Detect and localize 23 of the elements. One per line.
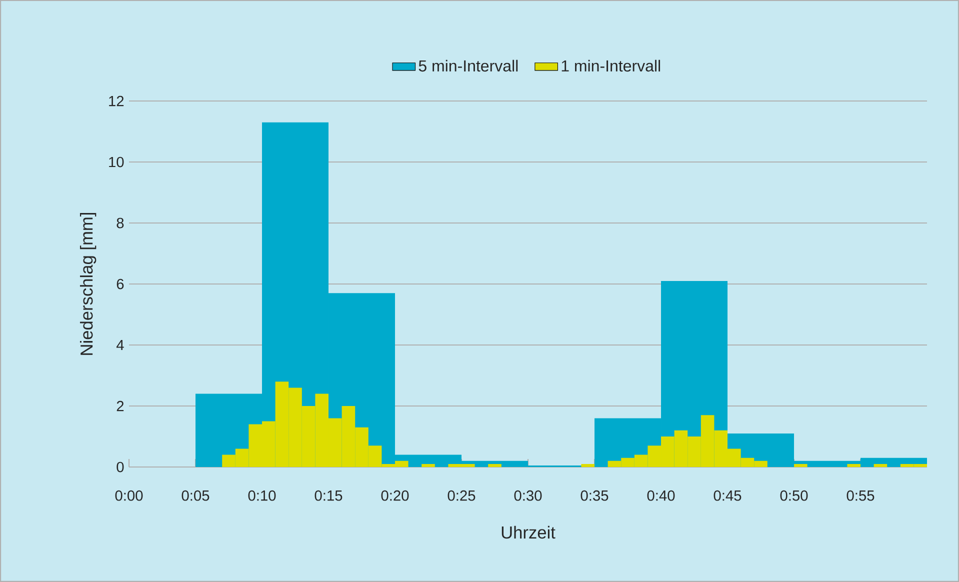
y-tick-label: 0 (116, 462, 124, 472)
x-tick-label: 0:45 (714, 490, 742, 501)
x-tick-label: 0:35 (580, 490, 608, 501)
x-tick-label: 0:20 (381, 490, 409, 501)
y-tick-label: 4 (116, 340, 124, 350)
y-tick-label: 2 (116, 400, 124, 412)
x-tick-label: 0:40 (647, 490, 675, 501)
legend-label: 1 min-Intervall (562, 60, 660, 72)
x-tick-label: 0:30 (514, 490, 542, 501)
y-axis-title: Niederschlag [mm] (80, 213, 96, 355)
x-axis-title: Uhrzeit (502, 526, 556, 539)
y-tick-label: 10 (109, 156, 124, 168)
x-tick-label: 0:25 (448, 490, 476, 501)
y-tick-label: 6 (116, 278, 124, 290)
y-tick-label: 12 (109, 96, 124, 106)
x-tick-label: 0:05 (182, 490, 210, 501)
x-tick-label: 0:15 (314, 490, 342, 501)
y-tick-label: 8 (116, 218, 124, 228)
x-tick-label: 0:00 (115, 490, 143, 501)
x-tick-label: 0:55 (846, 490, 874, 501)
legend-label: 5 min-Intervall (418, 60, 518, 72)
x-tick-label: 0:10 (248, 490, 276, 501)
x-tick-label: 0:50 (780, 490, 808, 501)
